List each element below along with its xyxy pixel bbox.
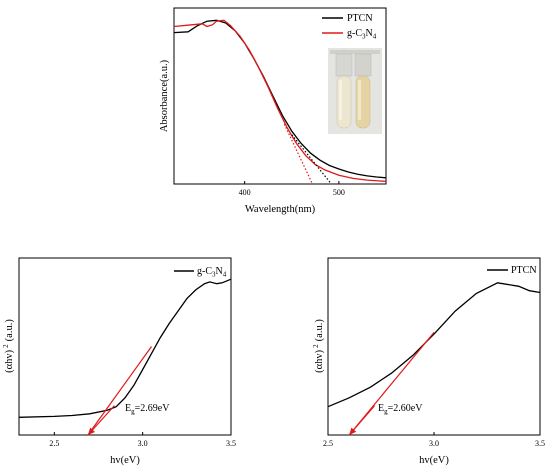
absorbance-legend: PTCN g-C3N4	[322, 13, 377, 41]
absorbance-panel: 400 500 PTCN g-C3N4 Absorbance(a.u.) Wave…	[159, 7, 387, 215]
series-line-g-c3n4	[173, 19, 387, 183]
tauc-gcn-y-axis-label: (αhv)2(a.u.)	[2, 319, 15, 373]
tauc-ptcn-x-ticks: 2.5 3.0 3.5	[323, 432, 545, 448]
x-tick-label: 3.0	[429, 439, 439, 448]
tauc-ptcn-series-group	[327, 282, 541, 436]
legend-label-gcn-tauc: g-C3N4	[197, 266, 227, 279]
series-line-ptcn	[173, 19, 387, 179]
svg-text:(αhv)2(a.u.): (αhv)2(a.u.)	[312, 319, 325, 373]
left-vial-liquid	[336, 75, 352, 129]
absorbance-x-axis-label: Wavelength(nm)	[245, 204, 316, 215]
right-vial-liquid	[355, 75, 371, 129]
tauc-gcn-x-axis-label: hv(eV)	[110, 455, 140, 466]
x-tick-label: 2.5	[49, 439, 59, 448]
tauc-gcn-x-ticks: 2.5 3.0 3.5	[49, 432, 236, 448]
tauc-gcn-plot-frame	[18, 257, 232, 436]
vials-photo-inset	[328, 48, 382, 134]
tauc-ptcn-y-axis-label: (αhv)2(a.u.)	[312, 319, 325, 373]
series-line-ptcn	[327, 282, 541, 408]
tauc-ptcn-legend: PTCN	[487, 265, 537, 276]
tauc-ptcn-x-axis-label: hv(eV)	[419, 455, 449, 466]
tauc-tangent-line	[87, 346, 152, 436]
series-line-g-c3n4	[18, 278, 232, 418]
svg-text:(αhv)2(a.u.): (αhv)2(a.u.)	[2, 319, 15, 373]
extrapolation-line-1	[283, 123, 314, 185]
absorbance-y-axis-label: Absorbance(a.u.)	[159, 59, 170, 132]
x-tick-label: 3.5	[535, 439, 545, 448]
x-tick-label: 500	[333, 188, 345, 197]
tauc-gcn-series-group	[18, 278, 232, 436]
bandgap-label-gcn: Eg=2.69eV	[125, 403, 170, 416]
legend-label-ptcn: PTCN	[347, 13, 373, 24]
absorbance-series-group	[173, 19, 387, 185]
tauc-ptcn-panel: 2.5 3.0 3.5 PTCN Eg=2.60eV (αhv)2(a.u.) hv…	[312, 257, 545, 466]
absorbance-plot-frame	[173, 7, 387, 185]
x-tick-label: 2.5	[323, 439, 333, 448]
left-vial-cap	[335, 53, 353, 77]
bandgap-arrow-head	[349, 427, 357, 435]
tauc-gcn-legend: g-C3N4	[174, 266, 227, 279]
legend-label-ptcn-tauc: PTCN	[511, 265, 537, 276]
bandgap-label-ptcn: Eg=2.60eV	[378, 403, 423, 416]
x-tick-label: 3.0	[138, 439, 148, 448]
x-tick-label: 3.5	[226, 439, 236, 448]
legend-label-gcn: g-C3N4	[347, 28, 377, 41]
absorbance-x-ticks: 400 500	[239, 181, 345, 197]
extrapolation-line-0	[291, 134, 332, 185]
bandgap-arrow-head	[87, 427, 95, 435]
right-vial-cap	[354, 53, 372, 77]
tauc-gcn-panel: 2.5 3.0 3.5 g-C3N4 Eg=2.69eV (αhv)2(a.u.) …	[2, 257, 236, 466]
x-tick-label: 400	[239, 188, 251, 197]
